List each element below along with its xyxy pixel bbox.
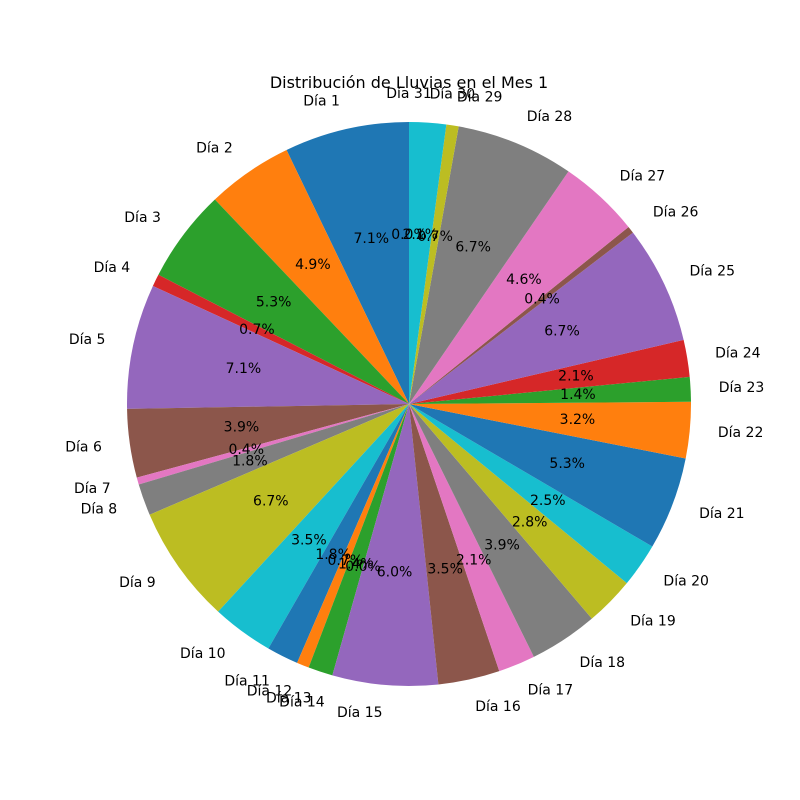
pie-slice	[409, 232, 684, 404]
slice-percent-label: 3.5%	[427, 561, 463, 577]
slice-percent-label: 0.7%	[417, 229, 453, 245]
slice-label: Día 27	[620, 168, 666, 184]
slice-percent-label: 1.8%	[315, 547, 351, 563]
pie-slice	[138, 404, 409, 515]
pie-slice	[409, 404, 627, 619]
slice-label: Día 7	[74, 481, 111, 497]
pie-slice	[409, 126, 569, 405]
slice-percent-label: 5.3%	[549, 456, 585, 472]
pie-slice	[409, 404, 653, 584]
slice-percent-label: 6.7%	[544, 324, 580, 340]
slice-label: Día 25	[689, 263, 735, 279]
slice-label: Día 18	[580, 655, 626, 671]
pie-slice	[409, 404, 500, 685]
chart-title: Distribución de Lluvias en el Mes 1	[270, 73, 548, 92]
slice-label: Día 12	[247, 683, 293, 699]
slice-percent-label: 4.9%	[295, 257, 331, 273]
slice-percent-label: 0.7%	[328, 553, 364, 569]
slice-label: Día 14	[279, 695, 325, 711]
slice-label: Día 19	[630, 613, 676, 629]
pie-slice	[409, 339, 690, 404]
pie-slice	[149, 404, 409, 612]
pie-slice	[308, 404, 409, 676]
slice-label: Día 5	[69, 332, 106, 348]
slice-percent-label: 1.8%	[232, 453, 268, 469]
slice-label: Día 11	[224, 673, 270, 689]
slice-label: Día 6	[65, 440, 102, 456]
pie-slice	[409, 124, 459, 405]
pie-slice	[136, 404, 409, 485]
slice-percent-label: 0.7%	[239, 322, 275, 338]
slice-label: Día 4	[94, 260, 131, 276]
pie-slice	[152, 274, 409, 404]
pie-slice	[332, 404, 439, 686]
slice-label: Día 24	[715, 346, 761, 362]
slice-percent-label: 2.8%	[512, 515, 548, 531]
pie-slice	[268, 404, 409, 663]
pie-slice	[409, 171, 629, 404]
slice-percent-label: 2.5%	[530, 493, 566, 509]
slice-percent-label: 6.0%	[377, 565, 413, 581]
slice-label: Día 21	[699, 506, 745, 522]
slice-label: Día 9	[119, 575, 156, 591]
pie-slice	[214, 149, 409, 404]
pie-slice	[409, 122, 447, 404]
slice-label: Día 20	[663, 573, 709, 589]
slice-percent-label: 3.5%	[291, 532, 327, 548]
slice-label: Día 16	[475, 699, 521, 715]
pie-slice	[127, 404, 409, 478]
slice-percent-label: 7.1%	[226, 361, 262, 377]
slice-percent-label: 0.4%	[228, 442, 264, 458]
slice-percent-label: 3.9%	[224, 420, 260, 436]
slice-label: Día 15	[337, 705, 383, 721]
pie-slice	[409, 401, 691, 459]
pie-slice	[286, 122, 409, 404]
slice-percent-label: 7.1%	[354, 231, 390, 247]
slice-label: Día 30	[430, 86, 476, 102]
slice-label: Día 17	[528, 683, 574, 699]
pie-slice	[158, 199, 409, 404]
pie-labels: Día 1 7.1% Día 2 4.9% Día 3 5.3% Día 4 0.7% Día …	[65, 86, 764, 721]
pie-slice	[409, 404, 592, 657]
pie-slice	[409, 376, 691, 404]
slice-percent-label: 3.9%	[484, 537, 520, 553]
slice-percent-label: 2.1%	[402, 227, 438, 243]
slice-label: Día 29	[457, 90, 503, 106]
pie-slice	[218, 404, 409, 649]
slice-label: Día 3	[124, 210, 161, 226]
slice-percent-label: 5.3%	[256, 294, 292, 310]
slice-label: Día 22	[718, 425, 764, 441]
slice-percent-label: 0.4%	[524, 291, 560, 307]
slice-label: Día 13	[266, 690, 312, 706]
pie-slice	[409, 404, 534, 672]
slice-percent-label: 0.0%	[391, 227, 427, 243]
slice-label: Día 26	[653, 204, 699, 220]
slice-percent-label: 1.4%	[560, 387, 596, 403]
slice-label: Día 31	[386, 86, 432, 102]
pie-slices	[127, 122, 691, 686]
slice-label: Día 10	[180, 646, 226, 662]
slice-percent-label: 6.7%	[253, 494, 289, 510]
pie-slice	[409, 226, 633, 404]
slice-label: Día 1	[303, 94, 340, 110]
slice-percent-label: 3.2%	[560, 412, 596, 428]
pie-slice	[127, 285, 409, 409]
slice-label: Día 8	[81, 501, 118, 517]
pie-slice	[297, 404, 409, 668]
slice-percent-label: 4.6%	[506, 272, 542, 288]
slice-label: Día 28	[527, 109, 573, 125]
slice-percent-label: 0.0%	[345, 559, 381, 575]
slice-percent-label: 6.7%	[455, 239, 491, 255]
slice-percent-label: 1.4%	[338, 557, 374, 573]
slice-label: Día 23	[719, 380, 765, 396]
slice-label: Día 2	[196, 141, 233, 157]
pie-slice	[409, 404, 686, 547]
slice-percent-label: 2.1%	[558, 369, 594, 385]
slice-percent-label: 2.1%	[456, 552, 492, 568]
